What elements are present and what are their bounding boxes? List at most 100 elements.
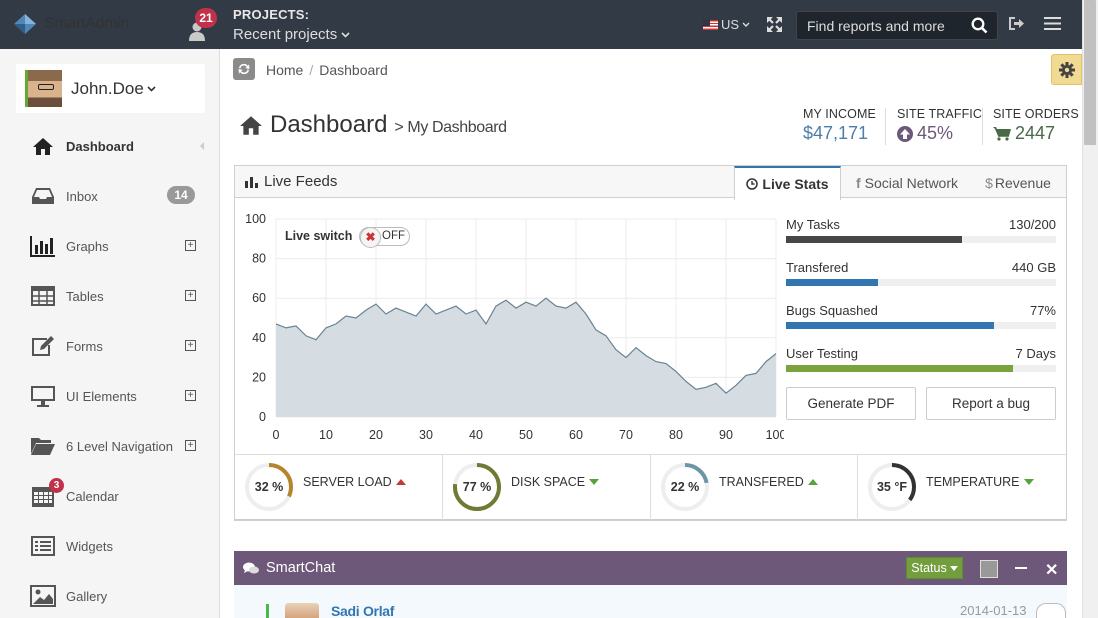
- live-switch-toggle[interactable]: ✖ OFF: [359, 227, 410, 248]
- sidebar-item-forms[interactable]: Forms +: [0, 321, 219, 371]
- status-dropdown-button[interactable]: Status: [906, 557, 963, 579]
- refresh-button[interactable]: [233, 58, 255, 80]
- avatar: [25, 70, 62, 107]
- y-tick-label: 100: [245, 212, 266, 226]
- progress-value: 77%: [1029, 303, 1056, 318]
- gauge-ring: [245, 463, 293, 511]
- progress-fill: [786, 365, 1013, 372]
- page-scrollbar[interactable]: [1082, 0, 1098, 618]
- settings-button[interactable]: [1051, 54, 1082, 85]
- sign-out-icon: [1009, 17, 1024, 30]
- sidebar-item-inbox[interactable]: Inbox 14: [0, 171, 219, 221]
- logo[interactable]: SmartAdmin: [12, 12, 129, 36]
- breadcrumb-current: Dashboard: [319, 62, 388, 78]
- gauge-temperature: 35 °F TEMPERATURE: [866, 461, 1034, 513]
- breadcrumb: Home / Dashboard: [266, 62, 388, 78]
- folder-open-icon: [30, 434, 56, 458]
- sidebar-item-graphs[interactable]: Graphs +: [0, 221, 219, 271]
- x-tick-label: 100: [766, 428, 784, 442]
- gauge-label: TRANSFERED: [719, 475, 804, 489]
- chat-message-date: 2014-01-13: [960, 603, 1027, 618]
- progress-value: 7 Days: [1015, 346, 1056, 361]
- tab-live-stats[interactable]: Live Stats: [734, 166, 841, 200]
- expand-plus-icon[interactable]: +: [185, 240, 196, 251]
- menu-icon: [1044, 17, 1061, 30]
- chevron-down-icon: [742, 22, 750, 27]
- dollar-icon: $: [985, 174, 993, 191]
- notifications-button[interactable]: 21: [186, 8, 222, 42]
- tab-label: Social Network: [864, 174, 959, 191]
- sidebar-item-dashboard[interactable]: Dashboard: [0, 121, 219, 171]
- fullscreen-icon: [767, 17, 782, 32]
- y-tick-label: 60: [252, 291, 266, 305]
- sidebar-item-6-level-navigation[interactable]: 6 Level Navigation +: [0, 421, 219, 471]
- sidebar-item-calendar[interactable]: 3 Calendar: [0, 471, 219, 521]
- gauge-arc: [245, 463, 293, 511]
- close-button[interactable]: ✕: [1045, 560, 1058, 580]
- sidebar-item-label: Gallery: [66, 588, 108, 604]
- search-input[interactable]: [797, 12, 967, 39]
- search-icon[interactable]: [971, 17, 988, 34]
- gauge-arc: [661, 463, 709, 511]
- caret-down-icon: [949, 565, 958, 571]
- page-title: Dashboard > My Dashboard: [239, 111, 507, 139]
- page-subtitle: > My Dashboard: [394, 119, 507, 136]
- x-tick-label: 60: [569, 428, 583, 442]
- sidebar-item-label: Calendar: [66, 488, 119, 504]
- tab-revenue[interactable]: $ Revenue: [978, 166, 1058, 199]
- table-icon: [30, 284, 56, 308]
- username: John.Doe: [71, 78, 144, 98]
- caret-down-icon: [1023, 479, 1034, 485]
- breadcrumb-home[interactable]: Home: [266, 62, 304, 78]
- live-switch-state: OFF: [382, 230, 405, 242]
- sidebar-item-label: Forms: [66, 338, 103, 354]
- color-picker-button[interactable]: [980, 560, 998, 578]
- calendar-badge: 3: [49, 478, 64, 493]
- stat-site-orders: SITE ORDERS 2447: [993, 107, 1079, 145]
- generate-pdf-button[interactable]: Generate PDF: [786, 387, 916, 420]
- chat-toggle[interactable]: [1036, 603, 1066, 618]
- stat-my-income: MY INCOME $47,171: [803, 107, 876, 145]
- scrollbar-thumb[interactable]: [1084, 0, 1096, 145]
- gauge-label: TEMPERATURE: [926, 475, 1020, 489]
- expand-plus-icon[interactable]: +: [185, 390, 196, 401]
- user-profile-menu[interactable]: John.Doe: [16, 64, 205, 113]
- home-icon: [30, 134, 56, 158]
- projects-value: Recent projects: [233, 26, 338, 43]
- widget-title-text: Live Feeds: [264, 173, 338, 190]
- expand-plus-icon[interactable]: +: [185, 440, 196, 451]
- report-bug-button[interactable]: Report a bug: [926, 387, 1056, 420]
- widget-header: [235, 166, 1066, 198]
- line-series: [275, 297, 777, 394]
- projects-dropdown[interactable]: PROJECTS: Recent projects: [233, 7, 350, 43]
- gauge-value: 32 %: [254, 480, 284, 494]
- sidebar-item-widgets[interactable]: Widgets: [0, 521, 219, 571]
- gauge-ring: [868, 463, 916, 511]
- minimize-button[interactable]: [1015, 567, 1027, 569]
- expand-plus-icon[interactable]: +: [185, 340, 196, 351]
- widget-title: Live Feeds: [245, 173, 337, 190]
- progress-value: 440 GB: [1011, 260, 1056, 275]
- progress-user-testing: User Testing 7 Days: [786, 346, 1056, 372]
- language-selector[interactable]: US: [703, 17, 750, 32]
- progress-fill: [786, 236, 962, 243]
- logout-button[interactable]: [1008, 15, 1025, 35]
- sidebar-item-gallery[interactable]: Gallery: [0, 571, 219, 618]
- page-title-text: Dashboard: [270, 111, 388, 138]
- home-icon: [240, 115, 262, 135]
- gauge-value: 77 %: [462, 480, 492, 494]
- bar-chart-icon: [245, 176, 258, 188]
- chat-user-name[interactable]: Sadi Orlaf: [331, 603, 395, 618]
- gauge-ring: [661, 463, 709, 511]
- expand-plus-icon[interactable]: +: [185, 290, 196, 301]
- stat-label: SITE ORDERS: [993, 107, 1079, 121]
- caret-up-icon: [807, 479, 818, 485]
- projects-label: PROJECTS:: [233, 7, 310, 22]
- hamburger-menu-button[interactable]: [1044, 16, 1061, 34]
- chat-body: [234, 585, 1067, 618]
- sidebar-item-ui-elements[interactable]: UI Elements +: [0, 371, 219, 421]
- progress-fill: [786, 279, 878, 286]
- tab-social-network[interactable]: f Social Network: [846, 166, 968, 199]
- fullscreen-button[interactable]: [766, 16, 783, 36]
- sidebar-item-tables[interactable]: Tables +: [0, 271, 219, 321]
